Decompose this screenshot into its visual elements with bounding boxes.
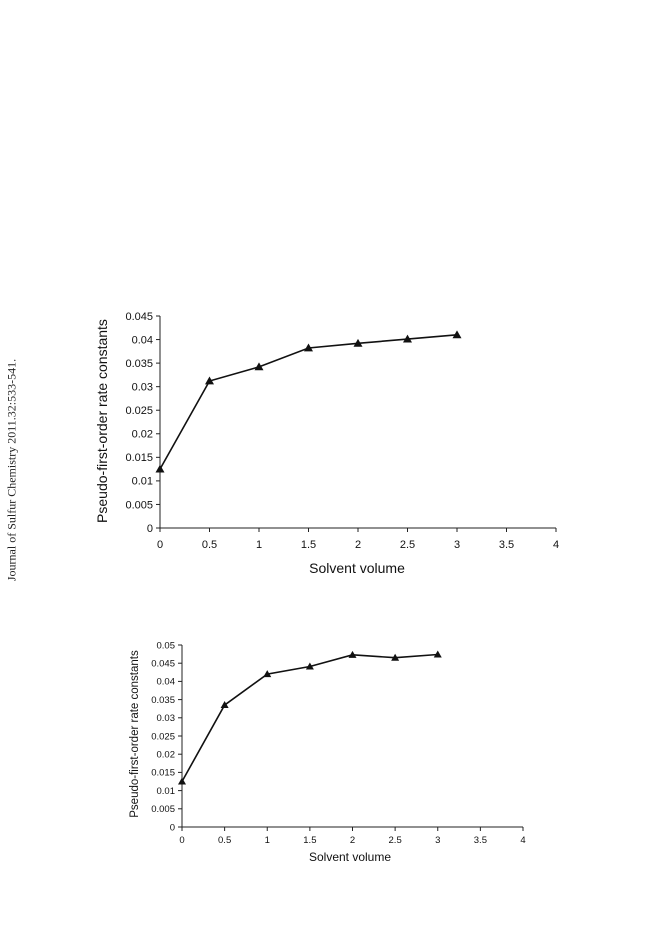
chart-top-y-tick-label: 0.045 <box>125 311 153 323</box>
chart-top-y-tick-label: 0 <box>147 523 153 535</box>
chart-top-y-tick-label: 0.005 <box>125 499 153 511</box>
chart-bottom-data-point <box>263 670 272 678</box>
chart-top-data-point <box>452 330 462 339</box>
chart-top-x-tick-label: 4 <box>553 539 559 551</box>
chart-bottom-x-axis-title: Solvent volume <box>309 850 391 864</box>
chart-bottom-x-tick-label: 1 <box>265 835 270 846</box>
chart-bottom-x-tick-label: 3.5 <box>474 835 487 846</box>
chart-top-y-tick-label: 0.03 <box>132 382 153 394</box>
chart-top-y-tick-label: 0.04 <box>132 334 153 346</box>
chart-top: 0 0.005 0.01 0.015 0.02 0.025 0.03 0.035 0.04 0.0… <box>94 311 559 576</box>
chart-bottom-data-point <box>305 662 314 670</box>
chart-bottom-data-point <box>391 653 400 661</box>
chart-bottom-y-tick-label: 0.005 <box>151 804 175 815</box>
chart-top-y-tick-label: 0.025 <box>125 405 153 417</box>
chart-bottom-y-tick-label: 0.015 <box>151 768 175 779</box>
chart-top-y-tick-label: 0.02 <box>132 429 153 441</box>
chart-bottom-x-tick-label: 4 <box>520 835 525 846</box>
chart-bottom-data-point <box>433 650 442 658</box>
chart-top-data-point <box>205 376 214 385</box>
chart-bottom-plot: 0 0.005 0.01 0.015 0.02 0.025 0.03 0.035 0.04 0.0… <box>151 640 525 846</box>
chart-bottom-x-tick-label: 1.5 <box>303 835 316 846</box>
chart-bottom-x-tick-label: 2 <box>350 835 355 846</box>
chart-top-x-tick-label: 1 <box>256 539 262 551</box>
chart-top-data-point <box>353 338 363 347</box>
chart-bottom-x-tick-label: 0 <box>179 835 184 846</box>
chart-top-plot: 0 0.005 0.01 0.015 0.02 0.025 0.03 0.035 0.04 0.0… <box>125 311 559 551</box>
chart-bottom-y-axis-title: Pseudo-first-order rate constants <box>129 650 141 818</box>
chart-top-data-point <box>254 362 264 371</box>
chart-bottom-y-tick-label: 0.05 <box>157 640 176 651</box>
chart-top-x-tick-label: 0.5 <box>202 539 217 551</box>
chart-bottom-data-point <box>220 701 229 709</box>
chart-top-y-axis-title: Pseudo-first-order rate constants <box>94 319 110 523</box>
chart-bottom-x-tick-label: 3 <box>435 835 440 846</box>
chart-top-y-tick-label: 0.01 <box>132 476 153 488</box>
chart-top-data-point <box>155 464 165 473</box>
chart-bottom-x-tick-label: 2.5 <box>389 835 402 846</box>
chart-top-data-point <box>304 343 313 352</box>
chart-top-series-line <box>159 334 458 470</box>
chart-bottom-data-point <box>348 650 357 658</box>
chart-top-x-tick-label: 2.5 <box>400 539 415 551</box>
chart-top-x-tick-label: 3 <box>454 539 460 551</box>
chart-top-y-tick-label: 0.035 <box>125 358 153 370</box>
chart-top-x-tick-label: 0 <box>157 539 163 551</box>
chart-top-x-tick-label: 3.5 <box>499 539 514 551</box>
chart-top-x-tick-label: 1.5 <box>301 539 316 551</box>
chart-bottom-y-tick-label: 0.01 <box>157 786 176 797</box>
chart-bottom-y-tick-label: 0.045 <box>151 659 175 670</box>
chart-top-y-tick-label: 0.015 <box>125 452 153 464</box>
chart-bottom: 0 0.005 0.01 0.015 0.02 0.025 0.03 0.035 0.04 0.0… <box>129 640 526 864</box>
chart-bottom-y-tick-label: 0.025 <box>151 731 175 742</box>
chart-bottom-y-tick-label: 0.035 <box>151 695 175 706</box>
chart-top-x-axis-title: Solvent volume <box>309 560 405 576</box>
chart-bottom-y-tick-label: 0.03 <box>157 713 176 724</box>
chart-bottom-y-tick-label: 0 <box>170 822 175 833</box>
chart-bottom-series-line <box>181 653 438 782</box>
chart-bottom-y-tick-label: 0.02 <box>157 750 176 761</box>
chart-bottom-data-point <box>178 777 186 785</box>
chart-top-x-tick-label: 2 <box>355 539 361 551</box>
chart-bottom-x-tick-label: 0.5 <box>218 835 231 846</box>
chart-top-data-point <box>403 334 412 343</box>
chart-bottom-y-tick-label: 0.04 <box>157 677 176 688</box>
